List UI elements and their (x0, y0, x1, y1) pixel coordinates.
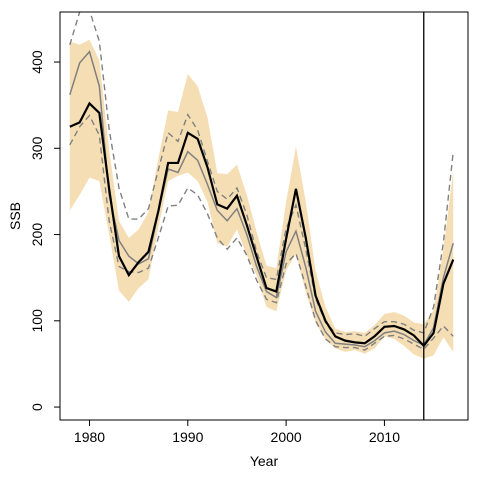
dashed-bound-line-1 (69, 114, 454, 351)
plot-area (69, 12, 455, 420)
axis-layer: 1980 1990 2000 2010 0 100 200 300 400 (29, 11, 469, 445)
x-tick-label: 1990 (172, 429, 203, 445)
y-tick-label: 0 (29, 403, 45, 411)
y-tick-label: 200 (29, 223, 45, 247)
ssb-estimate-line (69, 101, 455, 348)
x-axis-label: Year (250, 453, 279, 469)
x-tick-label: 1980 (74, 429, 105, 445)
grey-estimate-line (69, 50, 454, 348)
y-axis-label: SSB (7, 202, 23, 230)
confidence-band (69, 39, 454, 359)
plot-layer (69, 12, 455, 420)
plot-frame (59, 11, 469, 421)
y-tick-label: 300 (29, 136, 45, 160)
x-tick-label: 2010 (369, 429, 400, 445)
y-tick-label: 100 (29, 309, 45, 333)
x-tick-label: 2000 (271, 429, 302, 445)
dashed-bound-line-2 (69, 12, 454, 338)
y-tick-label: 400 (29, 50, 45, 74)
